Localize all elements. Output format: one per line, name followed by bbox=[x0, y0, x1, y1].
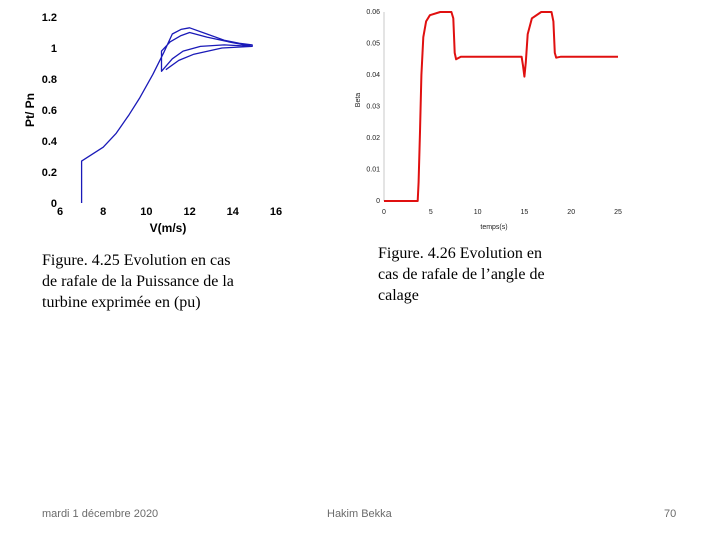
caption-line: Figure. 4.25 Evolution en cas bbox=[42, 252, 231, 269]
y-tick-label: 1.2 bbox=[42, 12, 57, 24]
y-tick-label: 0.8 bbox=[42, 74, 57, 86]
x-tick-label: 0 bbox=[382, 209, 386, 216]
y-tick-label: 0 bbox=[51, 198, 57, 210]
x-tick-label: 12 bbox=[183, 206, 195, 218]
y-tick-label: 0.05 bbox=[366, 41, 380, 48]
x-tick-label: 25 bbox=[614, 209, 622, 216]
caption-line: cas de rafale de l’angle de bbox=[378, 266, 545, 283]
y-tick-label: 0.2 bbox=[42, 167, 57, 179]
x-tick-label: 5 bbox=[429, 209, 433, 216]
x-tick-label: 16 bbox=[270, 206, 282, 218]
x-tick-label: 6 bbox=[57, 206, 63, 218]
y-tick-label: 0.06 bbox=[366, 9, 380, 16]
y-tick-label: 1 bbox=[51, 43, 57, 55]
x-tick-label: 14 bbox=[227, 206, 240, 218]
x-tick-label: 8 bbox=[100, 206, 106, 218]
caption-line: turbine exprimée en (pu) bbox=[42, 294, 201, 311]
y-tick-label: 0.02 bbox=[366, 135, 380, 142]
caption-line: Figure. 4.26 Evolution en bbox=[378, 245, 542, 262]
y-tick-label: 0.03 bbox=[366, 104, 380, 111]
y-tick-label: 0.01 bbox=[366, 167, 380, 174]
footer-date: mardi 1 décembre 2020 bbox=[42, 508, 159, 520]
figure-4-25-caption: Figure. 4.25 Evolution en cas de rafale … bbox=[42, 250, 282, 313]
caption-line: de rafale de la Puissance de la bbox=[42, 273, 234, 290]
y-tick-label: 0 bbox=[376, 198, 380, 205]
power-chart-ylabel: Pt/ Pn bbox=[23, 93, 37, 127]
x-tick-label: 20 bbox=[567, 209, 575, 216]
x-tick-label: 10 bbox=[140, 206, 152, 218]
footer-page-number: 70 bbox=[664, 508, 677, 520]
pitch-chart-xlabel: temps(s) bbox=[480, 224, 507, 231]
series-line bbox=[384, 11, 618, 202]
x-tick-label: 15 bbox=[521, 209, 529, 216]
y-tick-label: 0.4 bbox=[42, 136, 58, 148]
power-chart-xlabel: V(m/s) bbox=[150, 221, 187, 235]
x-tick-label: 10 bbox=[474, 209, 482, 216]
pitch-chart-ylabel: Beta bbox=[355, 93, 362, 108]
footer-author: Hakim Bekka bbox=[327, 508, 392, 520]
y-tick-label: 0.04 bbox=[366, 72, 380, 79]
y-tick-label: 0.6 bbox=[42, 105, 57, 117]
series-line bbox=[80, 27, 253, 203]
caption-line: calage bbox=[378, 287, 419, 304]
figure-4-26-caption: Figure. 4.26 Evolution en cas de rafale … bbox=[378, 243, 598, 306]
